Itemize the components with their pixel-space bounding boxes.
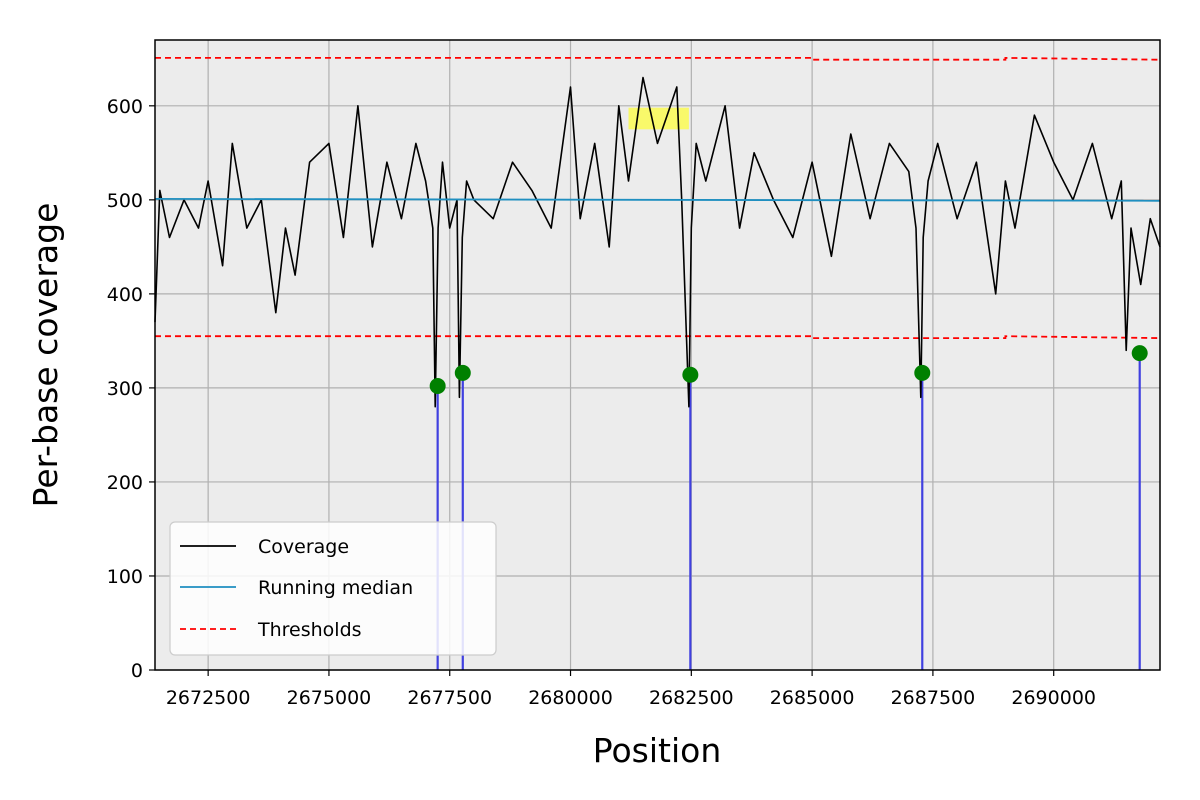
- marked-position-point: [914, 364, 931, 381]
- y-tick-label: 500: [107, 190, 143, 212]
- y-tick-label: 600: [107, 96, 143, 118]
- x-tick-label: 2682500: [649, 687, 734, 709]
- x-tick-label: 2677500: [407, 687, 492, 709]
- y-tick-label: 0: [131, 660, 143, 682]
- marked-position-point: [1131, 345, 1148, 362]
- y-tick-label: 100: [107, 566, 143, 588]
- highlight-region: [628, 107, 689, 130]
- legend-box: [169, 521, 497, 656]
- y-axis-ticks: 0 100 200 300 400 500 600: [107, 96, 155, 682]
- x-tick-label: 2687500: [891, 687, 976, 709]
- x-tick-label: 2690000: [1011, 687, 1096, 709]
- marked-position-point: [454, 364, 471, 381]
- y-tick-label: 300: [107, 378, 143, 400]
- x-tick-label: 2685000: [770, 687, 855, 709]
- threshold-layer: [155, 56, 1161, 340]
- y-tick-label: 200: [107, 472, 143, 494]
- marker-point-layer: [429, 345, 1148, 395]
- highlight-layer: [628, 107, 689, 130]
- legend: Coverage Running median Thresholds: [169, 521, 497, 656]
- plot-frame: [154, 39, 1161, 671]
- x-axis-ticks: 2672500 2675000 2677500 2680000 2682500 26850…: [166, 670, 1096, 709]
- x-tick-label: 2680000: [528, 687, 613, 709]
- x-tick-label: 2675000: [287, 687, 372, 709]
- threshold-upper-line: [155, 56, 1161, 61]
- x-axis-title: Position: [593, 731, 722, 770]
- marked-position-point: [682, 366, 699, 383]
- x-tick-label: 2672500: [166, 687, 251, 709]
- legend-label-running-median: Running median: [258, 577, 413, 599]
- threshold-lower-line: [155, 335, 1161, 340]
- coverage-layer: [154, 76, 1161, 408]
- legend-label-thresholds: Thresholds: [257, 619, 362, 641]
- coverage-line: [154, 76, 1161, 408]
- y-axis-title: Per-base coverage: [26, 203, 65, 508]
- median-layer: [154, 197, 1161, 202]
- legend-label-coverage: Coverage: [258, 536, 349, 558]
- running-median-line: [154, 197, 1161, 202]
- marked-position-point: [429, 378, 446, 395]
- y-tick-label: 400: [107, 284, 143, 306]
